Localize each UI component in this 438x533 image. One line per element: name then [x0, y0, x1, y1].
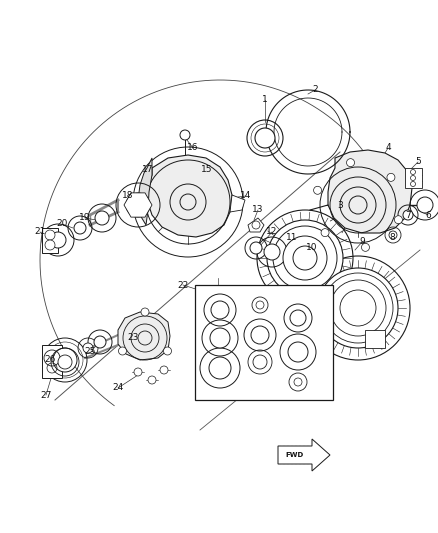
Text: 25: 25 [84, 348, 95, 357]
Circle shape [209, 357, 231, 379]
Text: FWD: FWD [286, 452, 304, 458]
Polygon shape [42, 228, 58, 253]
Circle shape [264, 244, 280, 260]
Circle shape [290, 310, 306, 326]
Text: 15: 15 [201, 166, 213, 174]
Text: 20: 20 [57, 220, 68, 229]
Circle shape [45, 240, 55, 250]
Polygon shape [248, 218, 264, 232]
Text: 14: 14 [240, 191, 252, 200]
Circle shape [346, 159, 354, 167]
Circle shape [389, 231, 397, 239]
Circle shape [321, 229, 329, 237]
Circle shape [361, 244, 370, 252]
Polygon shape [124, 193, 152, 217]
Polygon shape [195, 285, 333, 400]
Circle shape [53, 348, 77, 372]
Circle shape [403, 210, 413, 220]
Circle shape [410, 175, 416, 181]
Text: 5: 5 [415, 157, 421, 166]
Circle shape [267, 220, 343, 296]
Circle shape [288, 342, 308, 362]
Circle shape [255, 128, 275, 148]
Circle shape [141, 308, 149, 316]
Text: 26: 26 [44, 356, 56, 365]
Circle shape [148, 376, 156, 384]
Circle shape [211, 301, 229, 319]
Polygon shape [365, 330, 385, 348]
Text: 16: 16 [187, 143, 199, 152]
Text: 8: 8 [389, 233, 395, 243]
Circle shape [253, 355, 267, 369]
Text: 22: 22 [177, 280, 189, 289]
Circle shape [160, 366, 168, 374]
Circle shape [74, 222, 86, 234]
Circle shape [163, 347, 172, 355]
Polygon shape [405, 168, 422, 188]
Circle shape [314, 187, 321, 195]
Circle shape [83, 343, 93, 353]
Circle shape [293, 246, 317, 270]
Circle shape [134, 368, 142, 376]
Circle shape [95, 211, 109, 225]
Text: 10: 10 [306, 244, 318, 253]
Circle shape [318, 268, 398, 348]
Circle shape [45, 230, 55, 240]
Circle shape [252, 221, 260, 229]
Text: 12: 12 [266, 228, 278, 237]
Polygon shape [328, 150, 412, 233]
Polygon shape [230, 195, 245, 212]
Text: 1: 1 [262, 95, 268, 104]
Text: 27: 27 [40, 391, 52, 400]
Polygon shape [147, 155, 232, 237]
Polygon shape [42, 345, 62, 378]
Text: 21: 21 [34, 228, 46, 237]
Circle shape [119, 347, 127, 355]
Polygon shape [118, 312, 170, 360]
Text: 2: 2 [312, 85, 318, 94]
Text: 19: 19 [79, 214, 91, 222]
Circle shape [394, 216, 403, 224]
Text: 17: 17 [142, 166, 154, 174]
Polygon shape [278, 439, 330, 471]
Text: 7: 7 [405, 211, 411, 220]
Circle shape [210, 328, 230, 348]
Circle shape [126, 193, 150, 217]
Text: 3: 3 [337, 200, 343, 209]
Circle shape [180, 130, 190, 140]
Text: 4: 4 [385, 143, 391, 152]
Circle shape [251, 326, 269, 344]
Text: 6: 6 [425, 211, 431, 220]
Text: 24: 24 [113, 384, 124, 392]
Circle shape [50, 232, 66, 248]
Circle shape [94, 336, 106, 348]
Circle shape [250, 242, 262, 254]
Text: 23: 23 [127, 334, 139, 343]
Circle shape [283, 236, 327, 280]
Circle shape [58, 355, 72, 369]
Circle shape [387, 173, 395, 181]
Text: 13: 13 [252, 206, 264, 214]
Circle shape [410, 169, 416, 174]
Circle shape [417, 197, 433, 213]
Circle shape [410, 182, 416, 187]
Text: 18: 18 [122, 191, 134, 200]
Text: 9: 9 [359, 238, 365, 246]
Text: 11: 11 [286, 233, 298, 243]
Polygon shape [138, 158, 152, 225]
